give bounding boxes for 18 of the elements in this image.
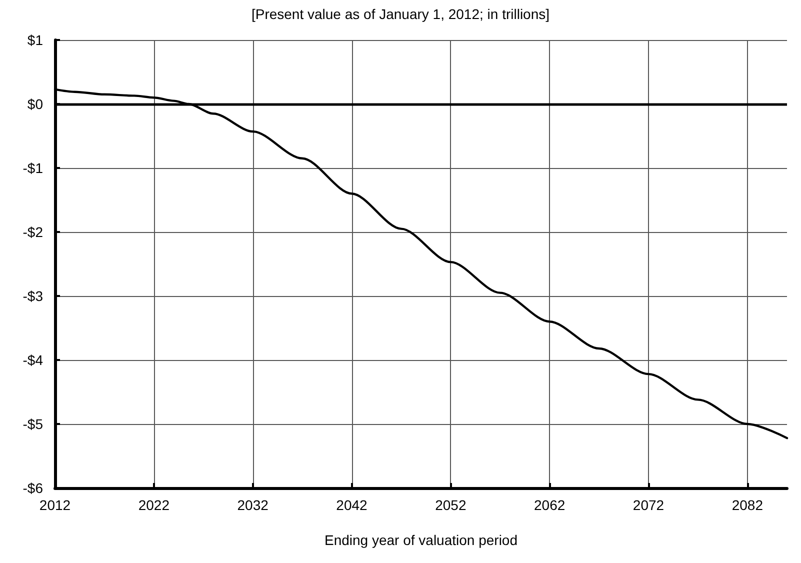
y-tick-label: $1	[27, 32, 44, 48]
x-tick-label: 2052	[435, 497, 466, 513]
y-tick-label: -$6	[22, 480, 44, 496]
y-tick-label: -$4	[22, 352, 44, 368]
x-tick-label: 2022	[138, 497, 170, 513]
x-tick-label: 2032	[237, 497, 269, 513]
y-tick-label: $0	[27, 96, 44, 112]
x-tick-label: 2082	[732, 497, 764, 513]
y-tick-label: -$3	[22, 288, 44, 304]
x-axis-title: Ending year of valuation period	[324, 532, 518, 548]
y-tick-label: -$1	[22, 160, 44, 176]
x-tick-label: 2062	[534, 497, 566, 513]
x-tick-label: 2012	[39, 497, 71, 513]
chart-subtitle: [Present value as of January 1, 2012; in trillions]	[251, 6, 550, 22]
x-tick-label: 2042	[336, 497, 368, 513]
x-tick-label: 2072	[632, 497, 664, 513]
y-tick-label: -$2	[22, 224, 44, 240]
y-tick-label: -$5	[22, 416, 44, 432]
